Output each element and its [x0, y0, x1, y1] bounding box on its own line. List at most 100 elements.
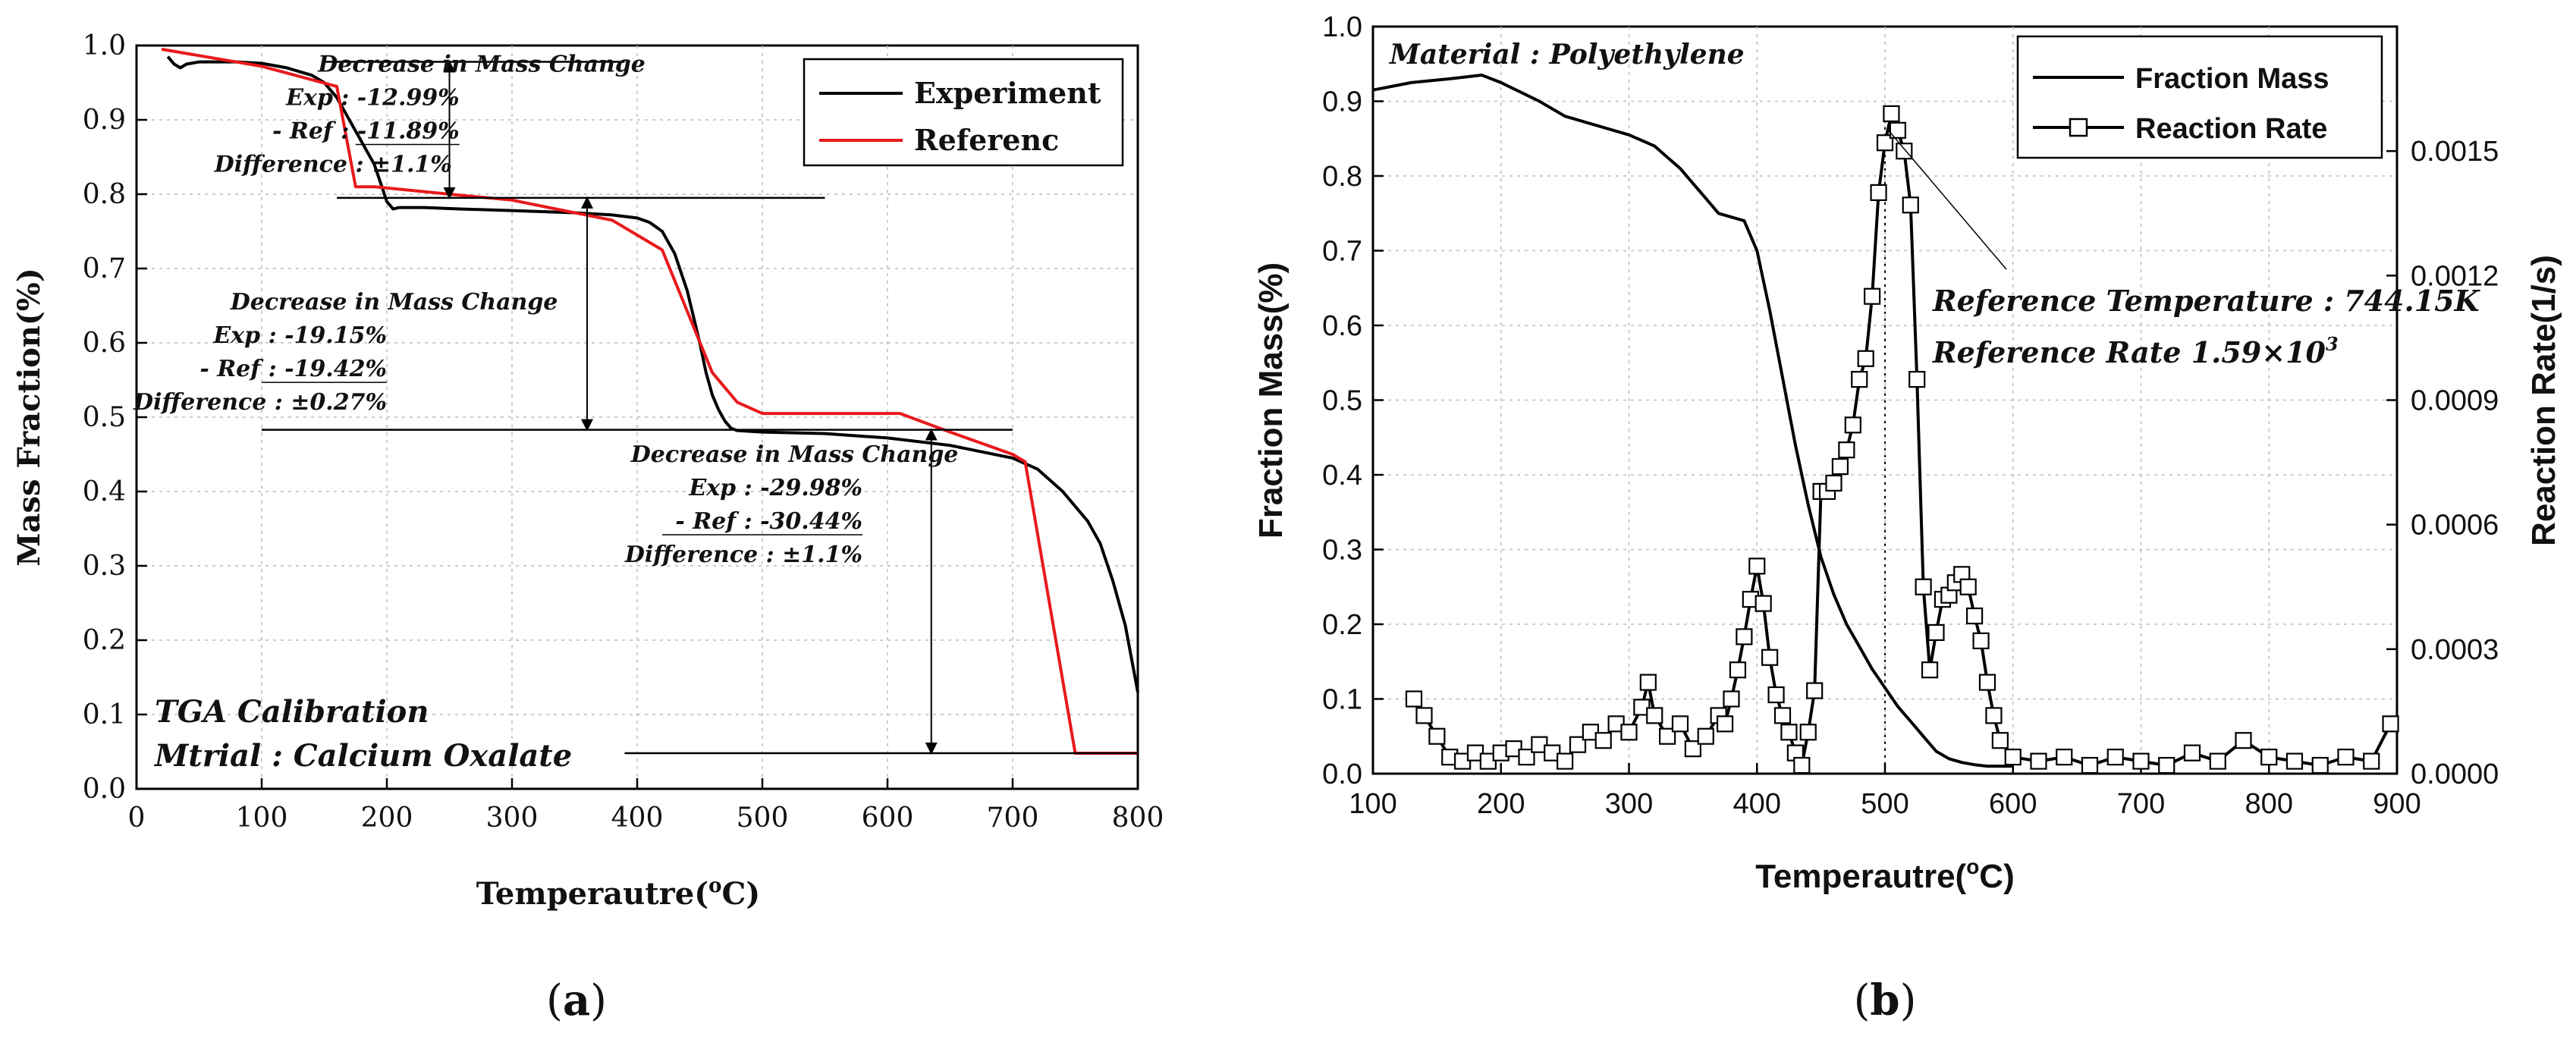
reaction-rate-point — [2260, 749, 2278, 766]
chart-b-x-tick-label: 300 — [1605, 788, 1653, 820]
chart-b-x-tick-label: 600 — [1989, 788, 2037, 820]
chart-a-x-tick-label: 100 — [236, 802, 288, 834]
chart-a-annotation-title: Decrease in Mass Change — [230, 289, 558, 316]
chart-a-annotation-title: Decrease in Mass Change — [317, 51, 646, 77]
reaction-rate-point — [1876, 134, 1894, 152]
reaction-rate-point — [2363, 752, 2380, 770]
chart-a-annotation-diff: Difference : ±0.27% — [133, 389, 387, 416]
reaction-rate-point — [1780, 724, 1798, 741]
chart-b-series — [1372, 74, 2399, 774]
reaction-rate-point — [1806, 682, 1824, 699]
reaction-rate-point — [1620, 724, 1638, 741]
reaction-rate-point — [1851, 371, 1868, 388]
reference-leader-line — [1886, 128, 2007, 270]
chart-a-y-tick-label: 0.6 — [83, 328, 126, 359]
reaction-rate-point — [1883, 105, 1900, 123]
chart-a-y-tick-label: 0.2 — [83, 625, 126, 656]
reaction-rate-point — [1972, 632, 1990, 649]
reaction-rate-point — [1831, 457, 1849, 476]
chart-a-y-tick-label: 0.7 — [83, 253, 126, 284]
reaction-rate-point — [1985, 707, 2003, 724]
chart-b-y-tick-label: 0.4 — [1322, 460, 1362, 492]
chart-b-y2-tick-label: 0.0009 — [2411, 385, 2499, 417]
reaction-rate-point — [1838, 441, 1855, 459]
chart-a-x-tick-label: 200 — [361, 802, 413, 834]
chart-b-y-axis-label: Fraction Mass(%) — [1252, 262, 1290, 539]
legend-fraction-mass-label: Fraction Mass — [2135, 63, 2329, 95]
chart-b: 100 200 300 400 500 600 700 800 900 0.0 0.1 0.2 0.3 0… — [1252, 11, 2562, 1025]
reaction-rate-point — [1915, 578, 1932, 595]
chart-a-annotation-diff: Difference : ±1.1% — [214, 152, 452, 178]
reaction-rate-point — [1761, 649, 1779, 666]
reaction-rate-point — [1857, 350, 1874, 367]
reaction-rate-point — [2183, 744, 2201, 762]
reaction-rate-point — [1825, 474, 1842, 492]
legend-reaction-rate-marker — [2069, 118, 2088, 137]
reaction-rate-point — [1736, 628, 1753, 645]
reaction-rate-point — [1991, 732, 2009, 749]
chart-a-ticks: 0 100 200 300 400 500 600 700 800 0.0 0.1 0.2 0.3 0.4… — [83, 30, 1164, 834]
chart-a-x-tick-label: 300 — [486, 802, 539, 834]
chart-b-y2-tick-label: 0.0003 — [2411, 634, 2499, 666]
chart-a-annotation-exp: Exp : -29.98% — [688, 475, 862, 501]
panel-b-label: (b) — [1854, 975, 1917, 1025]
reaction-rate-point — [1569, 736, 1587, 753]
reaction-rate-point — [1889, 121, 1906, 139]
chart-a-y-tick-label: 0.4 — [83, 476, 126, 507]
reaction-rate-point — [1646, 707, 1663, 724]
note-tga-calibration: TGA Calibration — [155, 694, 429, 730]
chart-a-series — [161, 47, 1139, 755]
reaction-rate-point — [1864, 287, 1881, 305]
chart-b-y2-tick-label: 0.0012 — [2411, 260, 2499, 292]
chart-b-x-tick-label: 400 — [1733, 788, 1781, 820]
chart-b-y-tick-label: 0.0 — [1322, 758, 1362, 790]
reaction-rate-point — [1870, 184, 1887, 201]
reaction-rate-point — [1659, 727, 1676, 745]
reaction-rate-point — [1793, 756, 1811, 774]
chart-a-annotation-diff: Difference : ±1.1% — [624, 542, 862, 568]
chart-a-annotation-title: Decrease in Mass Change — [630, 441, 959, 468]
chart-a-x-tick-label: 400 — [611, 802, 664, 834]
chart-b-y-tick-label: 0.2 — [1322, 609, 1362, 641]
panel-a-label: (a) — [546, 975, 607, 1025]
reaction-rate-point — [1557, 752, 1574, 770]
reaction-rate-point — [2337, 749, 2355, 766]
chart-a-y-tick-label: 0.8 — [83, 179, 126, 210]
reaction-rate-point — [1748, 557, 1766, 575]
reaction-rate-point — [2030, 752, 2047, 770]
note-material: Mtrial : Calcium Oxalate — [153, 738, 572, 774]
chart-a-y-tick-label: 0.3 — [83, 551, 126, 582]
chart-b-y-tick-label: 0.3 — [1322, 535, 1362, 567]
series-referenc-line — [161, 47, 1138, 755]
chart-a-annotations: Decrease in Mass Change Exp : -12.99% - Re… — [133, 51, 1138, 755]
chart-a-annotation-ref: - Ref : -30.44% — [675, 508, 862, 535]
reaction-rate-point — [1723, 690, 1740, 708]
reaction-rate-point — [1959, 578, 1977, 595]
reaction-rate-point — [1415, 707, 1433, 724]
reaction-rate-point — [1518, 749, 1535, 766]
reaction-rate-point — [2311, 756, 2329, 774]
chart-b-y-tick-label: 0.5 — [1322, 385, 1362, 417]
chart-b-y2-tick-label: 0.0006 — [2411, 510, 2499, 542]
chart-a-y-tick-label: 0.1 — [83, 699, 126, 730]
reaction-rate-point — [1671, 715, 1689, 733]
reaction-rate-point — [1428, 727, 1446, 745]
note-material-polyethylene: Material : Polyethylene — [1388, 39, 1745, 71]
reaction-rate-point — [1755, 595, 1772, 612]
reaction-rate-point — [1594, 732, 1612, 749]
chart-a-grid — [137, 46, 1138, 789]
chart-a: 0 100 200 300 400 500 600 700 800 0.0 0.1 0.2 0.3 0.4… — [11, 30, 1164, 1025]
chart-a-x-tick-label: 700 — [987, 802, 1039, 834]
reaction-rate-point — [2132, 752, 2150, 770]
chart-a-annotation-exp: Exp : -19.15% — [212, 322, 387, 349]
chart-b-y2-tick-label: 0.0015 — [2411, 136, 2499, 168]
chart-a-x-tick-label: 800 — [1112, 802, 1164, 834]
chart-b-legend: Fraction Mass Reaction Rate — [2016, 35, 2383, 159]
chart-a-y-axis-label: Mass Fraction(%) — [11, 268, 47, 567]
reaction-rate-point — [2285, 752, 2304, 770]
reaction-rate-point — [1729, 661, 1747, 679]
chart-b-y2-axis-label: Reaction Rate(1/s) — [2525, 255, 2562, 546]
reaction-rate-point — [1799, 724, 1817, 741]
legend-experiment-label: Experiment — [914, 76, 1101, 110]
